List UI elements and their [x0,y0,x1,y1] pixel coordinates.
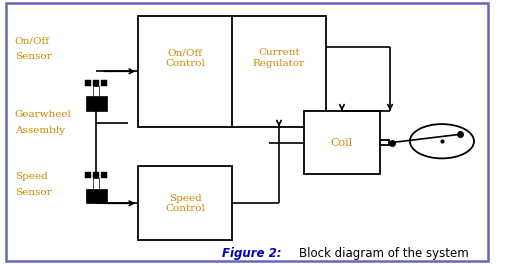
Text: Speed
Control: Speed Control [165,194,205,213]
Bar [101,80,107,86]
Text: Sensor: Sensor [15,52,51,61]
Bar [304,111,380,174]
Text: On/Off: On/Off [15,36,50,45]
Bar [380,140,389,145]
Text: Sensor: Sensor [15,188,51,197]
Text: Assembly: Assembly [15,126,65,135]
Bar [138,16,326,127]
Text: Gearwheel: Gearwheel [15,110,72,119]
Text: Figure 2:: Figure 2: [222,247,282,260]
Bar [93,80,99,86]
Text: Current
Regulator: Current Regulator [253,48,305,68]
Bar [86,189,107,203]
Text: Block diagram of the system: Block diagram of the system [299,247,468,260]
Bar [101,172,107,178]
Text: On/Off
Control: On/Off Control [165,48,205,68]
Bar [85,172,91,178]
Bar [93,172,99,178]
Bar [93,178,99,189]
Bar [138,166,232,240]
Circle shape [410,124,474,158]
Text: Speed: Speed [15,172,48,181]
Bar [86,96,107,111]
Bar [85,80,91,86]
Bar [93,86,99,96]
Text: Coil: Coil [331,138,353,148]
